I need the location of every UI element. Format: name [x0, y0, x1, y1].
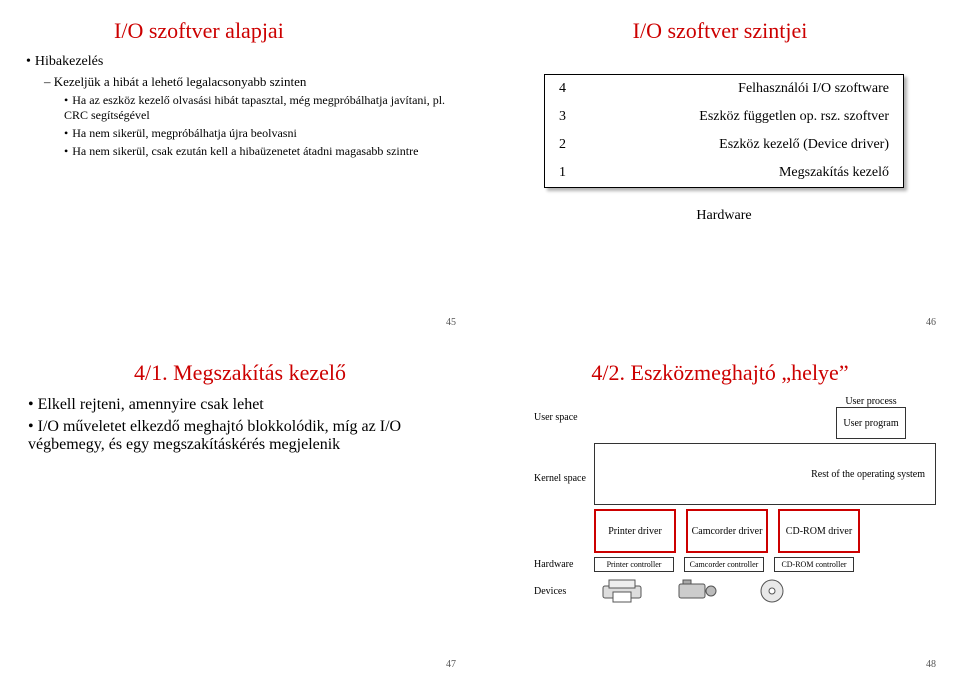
slide-eszkozmeghajto-helye: 4/2. Eszközmeghajtó „helye” User space U…: [490, 352, 950, 674]
level-number: 4: [559, 81, 566, 97]
page-number: 45: [446, 317, 456, 328]
level-number: 3: [559, 109, 566, 125]
user-space-label: User space: [534, 412, 594, 423]
kernel-space-label: Kernel space: [534, 443, 594, 484]
page-number: 48: [926, 659, 936, 670]
printer-icon: [594, 576, 654, 606]
bullet-text: Ha nem sikerül, csak ezután kell a hibaü…: [72, 144, 418, 158]
page-number: 46: [926, 317, 936, 328]
user-process-label: User process: [845, 396, 896, 407]
user-space-row: User space User process User program: [534, 396, 936, 439]
level-label: Eszköz független op. rsz. szoftver: [699, 109, 889, 125]
operating-system-box: Rest of the operating system: [594, 443, 936, 505]
driver-location-diagram: User space User process User program Ker…: [534, 396, 936, 606]
cdrom-driver-box: CD-ROM driver: [778, 509, 860, 553]
printer-driver-box: Printer driver: [594, 509, 676, 553]
levels-box: 4 Felhasználói I/O szoftware 3 Eszköz fü…: [544, 74, 904, 188]
slide-megszakitas-kezelo: 4/1. Megszakítás kezelő • Elkell rejteni…: [10, 352, 470, 674]
bullet-text: Hibakezelés: [35, 54, 103, 69]
level-label: Eszköz kezelő (Device driver): [719, 137, 889, 153]
slide-title: 4/1. Megszakítás kezelő: [24, 360, 456, 386]
slide-title: I/O szoftver alapjai: [114, 18, 456, 44]
levels-table: 4 Felhasználói I/O szoftware 3 Eszköz fü…: [544, 74, 904, 224]
slide-title: I/O szoftver szintjei: [504, 18, 936, 44]
bullet-level2: – Kezeljük a hibát a lehető legalacsonya…: [44, 74, 456, 90]
user-program-box: User program: [836, 407, 906, 439]
printer-controller-box: Printer controller: [594, 557, 674, 572]
bullet-text: Kezeljük a hibát a lehető legalacsonyabb…: [54, 74, 307, 89]
devices-label: Devices: [534, 586, 594, 597]
camcorder-driver-box: Camcorder driver: [686, 509, 768, 553]
bullet-level1: • I/O műveletet elkezdő meghajtó blokkol…: [28, 418, 456, 454]
level-row: 3 Eszköz független op. rsz. szoftver: [545, 103, 903, 131]
bullet-text: I/O műveletet elkezdő meghajtó blokkolód…: [28, 418, 401, 453]
level-number: 1: [559, 165, 566, 181]
level-row: 4 Felhasználói I/O szoftware: [545, 75, 903, 103]
level-row: 1 Megszakítás kezelő: [545, 159, 903, 187]
bullet-level3: •Ha nem sikerül, csak ezután kell a hiba…: [64, 144, 456, 159]
bullet-text: Ha az eszköz kezelő olvasási hibát tapas…: [64, 93, 445, 122]
devices-row: Devices: [534, 576, 936, 606]
camcorder-controller-box: Camcorder controller: [684, 557, 764, 572]
level-label: Megszakítás kezelő: [779, 165, 889, 181]
kernel-space-row: Kernel space Rest of the operating syste…: [534, 443, 936, 553]
bullet-level3: •Ha nem sikerül, megpróbálhatja újra beo…: [64, 126, 456, 141]
cdrom-controller-box: CD-ROM controller: [774, 557, 854, 572]
hardware-label: Hardware: [534, 559, 594, 570]
cdrom-icon: [742, 576, 802, 606]
rest-of-os-label: Rest of the operating system: [811, 469, 925, 480]
level-number: 2: [559, 137, 566, 153]
bullet-level3: •Ha az eszköz kezelő olvasási hibát tapa…: [64, 93, 456, 123]
slide-io-szoftver-szintjei: I/O szoftver szintjei 4 Felhasználói I/O…: [490, 10, 950, 332]
page-number: 47: [446, 659, 456, 670]
level-label: Felhasználói I/O szoftware: [738, 81, 889, 97]
hardware-label: Hardware: [544, 208, 904, 224]
hardware-row: Hardware Printer controller Camcorder co…: [534, 557, 936, 572]
bullet-level1: • Elkell rejteni, amennyire csak lehet: [28, 396, 456, 414]
slide-io-szoftver-alapjai: I/O szoftver alapjai •Hibakezelés – Keze…: [10, 10, 470, 332]
camcorder-icon: [668, 576, 728, 606]
bullet-level1: •Hibakezelés: [26, 54, 456, 70]
bullet-text: Elkell rejteni, amennyire csak lehet: [38, 396, 264, 413]
bullet-text: Ha nem sikerül, megpróbálhatja újra beol…: [72, 126, 297, 140]
slide-title: 4/2. Eszközmeghajtó „helye”: [504, 360, 936, 386]
level-row: 2 Eszköz kezelő (Device driver): [545, 131, 903, 159]
